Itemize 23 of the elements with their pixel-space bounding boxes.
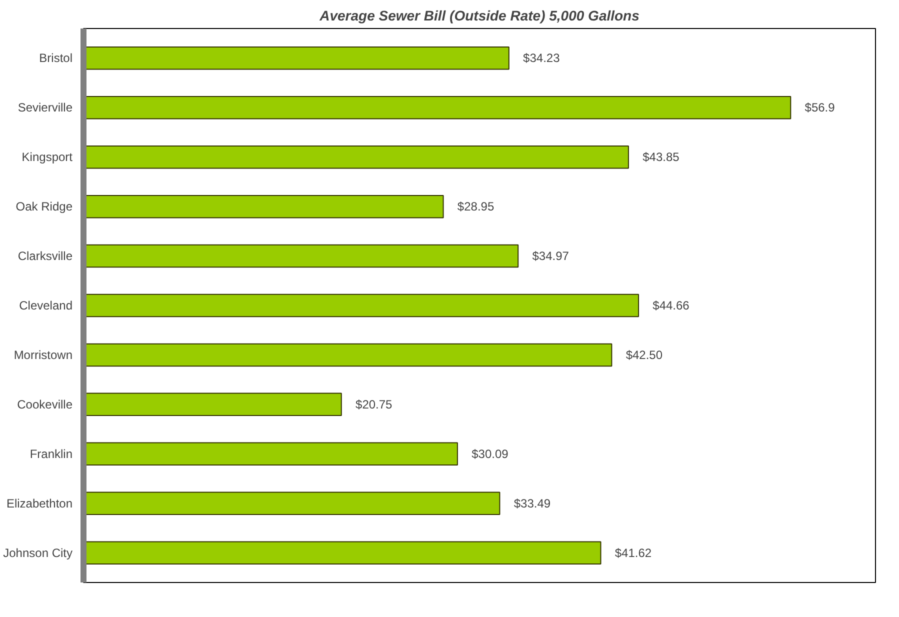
data-label: $56.9	[804, 100, 836, 115]
data-label: $20.75	[356, 397, 393, 412]
data-label: $44.66	[652, 298, 690, 312]
y-tick-label: Bristol	[39, 51, 73, 66]
data-label: $41.62	[614, 546, 652, 560]
y-tick-label: Elizabethton	[6, 496, 72, 510]
y-tick-label: Johnson City	[3, 546, 73, 560]
y-tick-label: Morristown	[14, 348, 73, 362]
data-label: $43.85	[642, 150, 680, 164]
data-label: $34.23	[523, 51, 560, 66]
y-tick-label: Cookeville	[17, 397, 73, 412]
y-tick-label: Kingsport	[22, 150, 74, 164]
y-tick-label: Sevierville	[18, 100, 73, 115]
y-tick-label: Clarksville	[18, 249, 73, 264]
y-tick-label: Oak Ridge	[16, 200, 73, 214]
data-label: $28.95	[457, 200, 494, 214]
y-tick-label: Franklin	[30, 446, 73, 461]
data-label: $30.09	[472, 446, 509, 461]
y-tick-label: Cleveland	[19, 298, 73, 312]
chart-title: Average Sewer Bill (Outside Rate) 5,000 Gallons	[318, 8, 640, 24]
data-label: $42.50	[626, 348, 663, 362]
data-label: $33.49	[514, 496, 551, 510]
data-label: $34.97	[532, 249, 570, 264]
